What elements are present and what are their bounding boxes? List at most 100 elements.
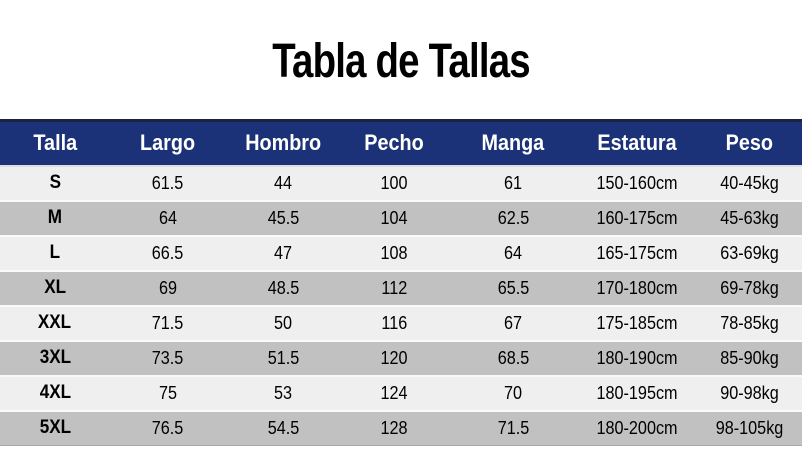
- cell-value: 69: [158, 277, 178, 298]
- cell-value: 108: [380, 242, 408, 263]
- size-label: 5XL: [0, 411, 110, 446]
- cell-value: 180-195cm: [596, 382, 678, 403]
- cell-value: 128: [380, 417, 408, 438]
- cell-largo: 76.5: [110, 411, 226, 446]
- cell-largo: 73.5: [110, 341, 226, 376]
- cell-hombro: 50: [226, 306, 340, 341]
- cell-value: 150-160cm: [596, 172, 678, 193]
- column-header-estatura: Estatura: [578, 121, 696, 166]
- cell-value: 61: [504, 172, 523, 193]
- cell-value: 124: [380, 382, 408, 403]
- column-header-label: Peso: [725, 130, 773, 156]
- column-header-label: Pecho: [364, 130, 424, 156]
- header-row: Talla Largo Hombro Pecho Manga Estatura Peso: [0, 120, 802, 166]
- cell-value: 175-185cm: [596, 312, 678, 333]
- cell-estatura: 160-175cm: [578, 201, 696, 236]
- page-title-text: Tabla de Tallas: [272, 35, 530, 88]
- cell-pecho: 100: [340, 166, 448, 201]
- cell-value: M: [47, 207, 63, 228]
- cell-value: 53: [274, 382, 293, 403]
- size-label: M: [0, 201, 110, 236]
- column-header-label: Hombro: [245, 130, 322, 156]
- cell-value: 76.5: [152, 417, 184, 438]
- cell-estatura: 175-185cm: [578, 306, 696, 341]
- cell-estatura: 180-200cm: [578, 411, 696, 446]
- cell-value: 116: [381, 312, 408, 333]
- column-header-label: Talla: [33, 130, 77, 156]
- column-header-label: Manga: [481, 130, 545, 156]
- cell-value: 165-175cm: [596, 242, 678, 263]
- table-row-xl: XL 69 48.5 112 65.5 170-180cm 69-78kg: [0, 270, 802, 306]
- cell-manga: 61: [448, 166, 578, 201]
- cell-pecho: 116: [340, 306, 448, 341]
- cell-peso: 98-105kg: [696, 411, 802, 446]
- cell-value: XL: [43, 277, 66, 298]
- cell-value: S: [49, 172, 61, 193]
- cell-peso: 45-63kg: [696, 201, 802, 236]
- cell-estatura: 150-160cm: [578, 166, 696, 201]
- cell-value: 104: [380, 207, 408, 228]
- cell-manga: 67: [448, 306, 578, 341]
- column-header-talla: Talla: [0, 121, 110, 166]
- table-head: Talla Largo Hombro Pecho Manga Estatura Peso: [0, 120, 802, 166]
- cell-value: 64: [158, 207, 178, 228]
- table-row-xxl: XXL 71.5 50 116 67 175-185cm 78-85kg: [0, 305, 802, 341]
- cell-value: 70: [504, 382, 523, 403]
- cell-manga: 70: [448, 376, 578, 411]
- column-header-pecho: Pecho: [340, 121, 448, 166]
- cell-value: 48.5: [267, 277, 299, 298]
- cell-peso: 78-85kg: [696, 306, 802, 341]
- cell-manga: 71.5: [448, 411, 578, 446]
- size-label: 4XL: [0, 376, 110, 411]
- size-chart-table: Talla Largo Hombro Pecho Manga Estatura Peso S…: [0, 119, 802, 446]
- cell-value: 160-175cm: [596, 207, 678, 228]
- cell-manga: 64: [448, 236, 578, 271]
- cell-pecho: 104: [340, 201, 448, 236]
- cell-peso: 63-69kg: [696, 236, 802, 271]
- cell-estatura: 165-175cm: [578, 236, 696, 271]
- cell-value: XXL: [38, 312, 72, 333]
- cell-value: 71.5: [152, 312, 184, 333]
- column-header-peso: Peso: [696, 121, 802, 166]
- cell-value: 51.5: [267, 347, 299, 368]
- cell-pecho: 120: [340, 341, 448, 376]
- size-label: L: [0, 236, 110, 271]
- cell-value: 100: [380, 172, 408, 193]
- cell-value: 3XL: [39, 347, 71, 368]
- cell-value: 5XL: [39, 417, 71, 439]
- cell-value: 62.5: [497, 207, 530, 228]
- cell-value: 85-90kg: [719, 347, 779, 368]
- cell-value: 180-190cm: [596, 347, 678, 368]
- cell-value: 71.5: [497, 417, 530, 438]
- cell-value: 45.5: [267, 207, 299, 228]
- size-label: S: [0, 166, 110, 201]
- column-header-manga: Manga: [448, 121, 578, 166]
- cell-value: 47: [274, 242, 293, 263]
- size-label: XXL: [0, 306, 110, 341]
- cell-value: L: [49, 242, 61, 263]
- cell-hombro: 44: [226, 166, 340, 201]
- table-body: S 61.5 44 100 61 150-160cm 40-45kg M 64 45.5 104 62…: [0, 165, 802, 446]
- cell-peso: 90-98kg: [696, 376, 802, 411]
- cell-value: 170-180cm: [596, 277, 678, 298]
- size-label: 3XL: [0, 341, 110, 376]
- column-header-largo: Largo: [110, 121, 226, 166]
- cell-value: 69-78kg: [719, 277, 779, 298]
- cell-value: 98-105kg: [715, 417, 783, 438]
- cell-largo: 69: [110, 271, 226, 306]
- cell-largo: 75: [110, 376, 226, 411]
- cell-hombro: 45.5: [226, 201, 340, 236]
- cell-value: 63-69kg: [719, 242, 779, 263]
- cell-value: 180-200cm: [596, 417, 678, 438]
- table-row-m: M 64 45.5 104 62.5 160-175cm 45-63kg: [0, 200, 802, 236]
- cell-peso: 69-78kg: [696, 271, 802, 306]
- cell-estatura: 180-190cm: [578, 341, 696, 376]
- cell-value: 90-98kg: [719, 382, 779, 403]
- table-row-5xl: 5XL 76.5 54.5 128 71.5 180-200cm 98-105kg: [0, 410, 802, 446]
- size-label: XL: [0, 271, 110, 306]
- cell-value: 68.5: [497, 347, 530, 368]
- cell-largo: 64: [110, 201, 226, 236]
- size-chart-table-wrap: Talla Largo Hombro Pecho Manga Estatura Peso S…: [0, 119, 802, 446]
- cell-value: 66.5: [152, 242, 184, 263]
